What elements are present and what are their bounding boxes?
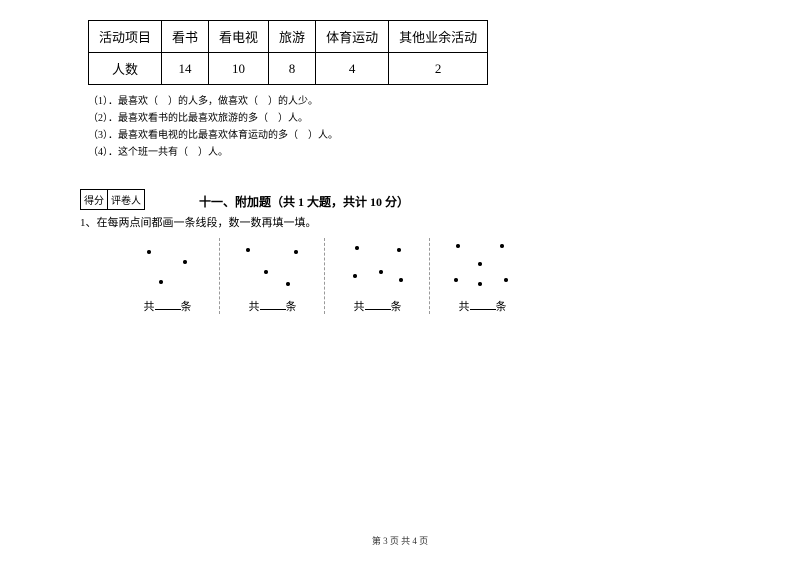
blank: [470, 299, 496, 310]
separator: [324, 238, 326, 314]
panel: 共条: [120, 236, 215, 314]
cell: 10: [209, 53, 269, 85]
blank: [260, 299, 286, 310]
cell: 2: [389, 53, 488, 85]
dot: [397, 248, 401, 252]
dot-area-1: [123, 236, 213, 296]
header-count: 人数: [89, 53, 162, 85]
dot: [264, 270, 268, 274]
separator: [429, 238, 431, 314]
panel: 共条: [435, 236, 530, 314]
col-h: 其他业余活动: [389, 21, 488, 53]
col-h: 看电视: [209, 21, 269, 53]
panel-label: 共条: [354, 298, 402, 314]
blank: [155, 299, 181, 310]
q-line: （4）．这个班一共有（ ）人。: [88, 144, 720, 161]
dot: [286, 282, 290, 286]
dot: [294, 250, 298, 254]
dot: [399, 278, 403, 282]
dot: [159, 280, 163, 284]
dot: [353, 274, 357, 278]
panel: 共条: [225, 236, 320, 314]
panel: 共条: [330, 236, 425, 314]
table-row: 人数 14 10 8 4 2: [89, 53, 488, 85]
col-h: 看书: [162, 21, 209, 53]
col-h: 旅游: [269, 21, 316, 53]
dot: [379, 270, 383, 274]
dot: [147, 250, 151, 254]
dot: [478, 262, 482, 266]
question-stem: 1、在每两点间都画一条线段，数一数再填一填。: [80, 214, 720, 230]
q-line: （2）．最喜欢看书的比最喜欢旅游的多（ ）人。: [88, 110, 720, 127]
cell: 8: [269, 53, 316, 85]
sub-questions: （1）．最喜欢（ ）的人多，做喜欢（ ）的人少。 （2）．最喜欢看书的比最喜欢旅…: [88, 93, 720, 161]
dot: [456, 244, 460, 248]
grader-label: 评卷人: [108, 189, 145, 210]
blank: [365, 299, 391, 310]
score-section: 得分评卷人 十一、附加题（共 1 大题，共计 10 分）: [80, 189, 720, 210]
col-h: 体育运动: [316, 21, 389, 53]
dot: [454, 278, 458, 282]
activity-table: 活动项目 看书 看电视 旅游 体育运动 其他业余活动 人数 14 10 8 4 …: [88, 20, 488, 85]
dot-area-4: [438, 236, 528, 296]
dot: [500, 244, 504, 248]
score-label: 得分: [80, 189, 108, 210]
separator: [219, 238, 221, 314]
panel-label: 共条: [249, 298, 297, 314]
page-content: 活动项目 看书 看电视 旅游 体育运动 其他业余活动 人数 14 10 8 4 …: [0, 0, 800, 314]
cell: 14: [162, 53, 209, 85]
header-activity: 活动项目: [89, 21, 162, 53]
cell: 4: [316, 53, 389, 85]
q-line: （1）．最喜欢（ ）的人多，做喜欢（ ）的人少。: [88, 93, 720, 110]
dot: [478, 282, 482, 286]
dot: [504, 278, 508, 282]
dot: [355, 246, 359, 250]
section-title: 十一、附加题（共 1 大题，共计 10 分）: [199, 193, 409, 210]
dot: [246, 248, 250, 252]
dot: [183, 260, 187, 264]
dot-area-2: [228, 236, 318, 296]
table-row: 活动项目 看书 看电视 旅游 体育运动 其他业余活动: [89, 21, 488, 53]
panel-label: 共条: [459, 298, 507, 314]
page-footer: 第 3 页 共 4 页: [0, 534, 800, 547]
panel-label: 共条: [144, 298, 192, 314]
dot-area-3: [333, 236, 423, 296]
q-line: （3）．最喜欢看电视的比最喜欢体育运动的多（ ）人。: [88, 127, 720, 144]
dot-panels: 共条 共条 共条 共条: [120, 236, 720, 314]
